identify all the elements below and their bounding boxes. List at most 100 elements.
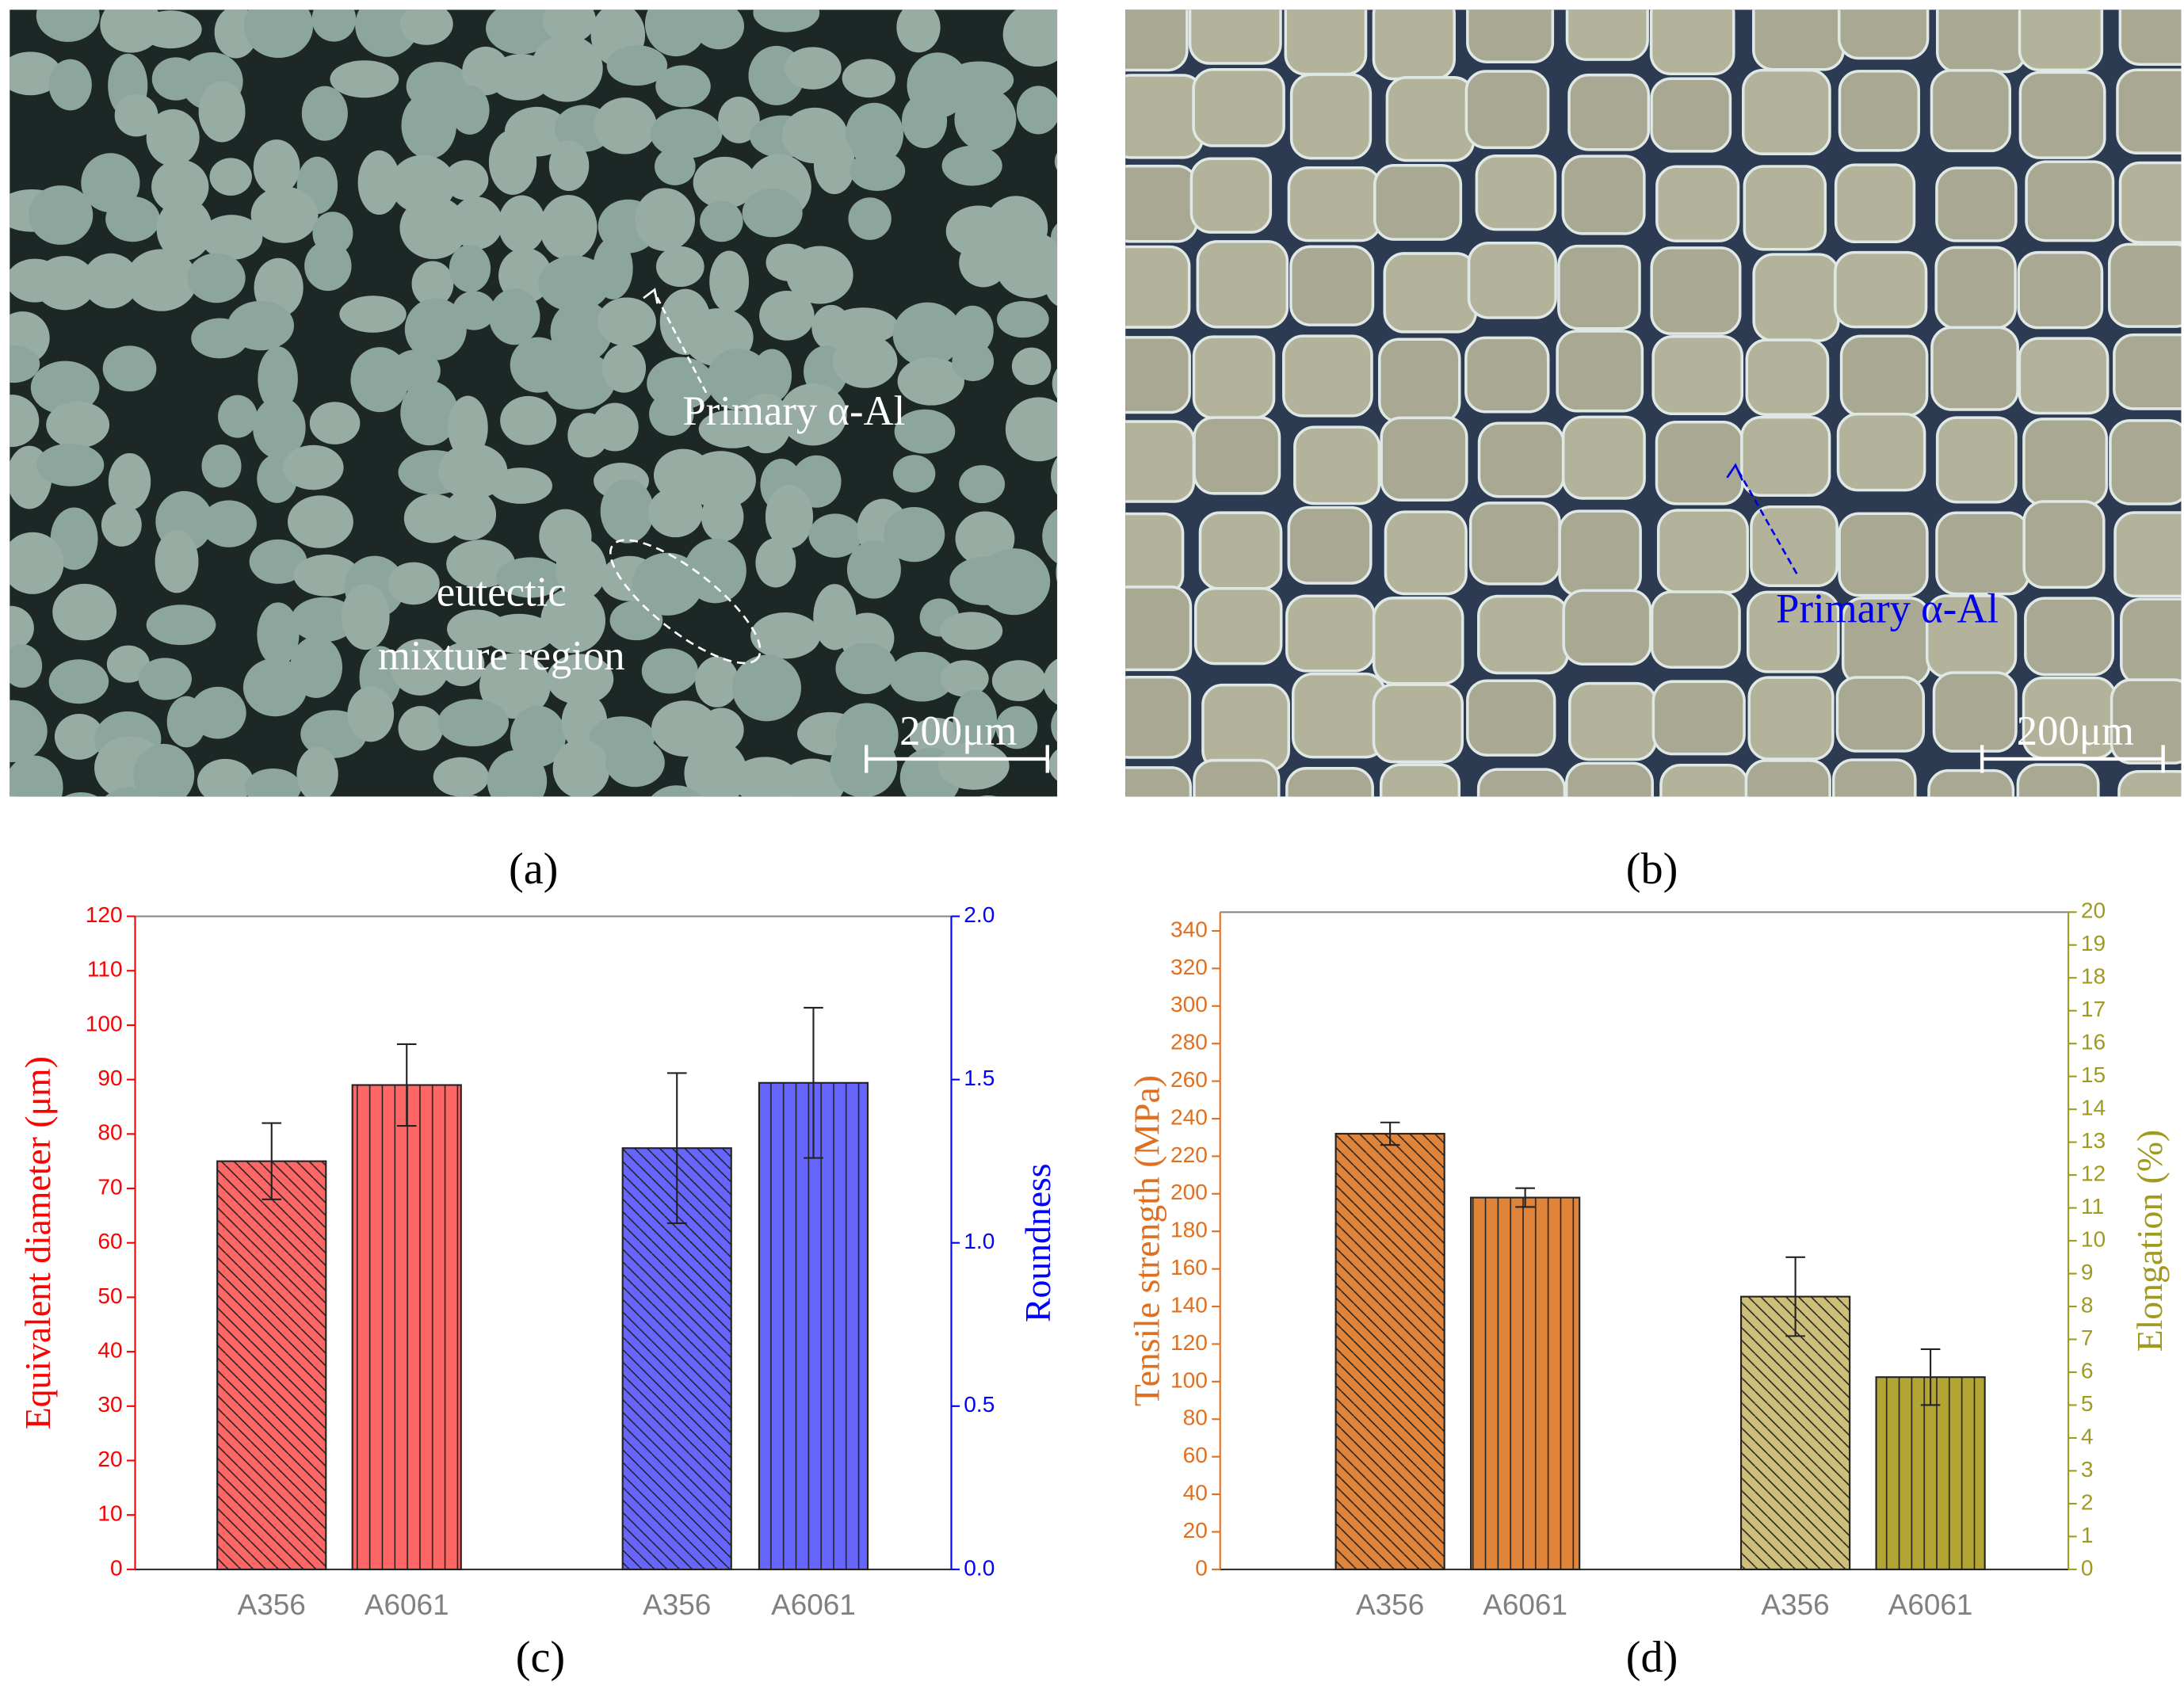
cell: [1475, 154, 1557, 231]
grain: [597, 297, 656, 346]
grain: [1005, 397, 1058, 462]
grain: [507, 794, 530, 797]
grain: [1065, 82, 1111, 147]
grain: [101, 503, 142, 547]
grain: [138, 658, 192, 700]
grain: [897, 357, 964, 406]
grain: [808, 807, 857, 861]
grain: [283, 444, 344, 490]
cell: [2018, 10, 2104, 72]
grain: [600, 479, 655, 543]
region-outline: [609, 539, 762, 665]
micrograph-a-texture: [10, 10, 1111, 861]
grain: [488, 129, 537, 195]
grain: [606, 45, 668, 86]
cell: [1649, 10, 1735, 75]
grain: [1040, 403, 1058, 456]
grain: [293, 554, 361, 597]
cell: [1372, 10, 1456, 81]
tick-label: 3: [2081, 1457, 2094, 1482]
tick-label: 240: [1170, 1104, 1208, 1129]
error-bar: [396, 1043, 417, 1127]
cell: [1650, 77, 1732, 153]
grain: [959, 465, 1006, 504]
grain: [330, 60, 399, 98]
grain: [1042, 509, 1058, 564]
grain: [755, 538, 796, 588]
grain: [739, 393, 792, 454]
tick-label: 0: [1195, 1555, 1208, 1580]
cell: [1125, 10, 1189, 72]
grain: [243, 10, 314, 59]
grain: [187, 253, 246, 303]
cell: [1285, 594, 1376, 673]
tick-label: 90: [97, 1066, 122, 1090]
cell: [1188, 10, 1282, 65]
grain: [940, 660, 989, 697]
cell: [1289, 245, 1375, 326]
y-axis-label: Tensile strength (MPa): [1126, 1075, 1166, 1406]
grain: [695, 656, 739, 707]
grain: [901, 93, 948, 148]
x-tick-label: A356: [238, 1588, 306, 1621]
cell: [1836, 412, 1926, 492]
cell: [1379, 763, 1461, 797]
grain: [991, 660, 1046, 702]
cell: [1466, 10, 1555, 63]
tick-label: 18: [2081, 964, 2106, 989]
grain: [342, 807, 407, 843]
bar: [758, 1081, 869, 1570]
grain: [487, 749, 548, 797]
grain: [498, 195, 546, 254]
grain: [1065, 308, 1105, 358]
grain: [910, 718, 963, 758]
cell: [1655, 421, 1744, 505]
grain: [249, 539, 307, 584]
grain: [765, 485, 814, 549]
annotation: Primary α-Al: [682, 388, 905, 434]
grain: [940, 612, 1003, 650]
grain: [1044, 264, 1058, 307]
x-tick-label: A6061: [1483, 1588, 1567, 1621]
cell: [1651, 680, 1746, 756]
panel-label: (a): [509, 845, 558, 894]
grain: [996, 300, 1049, 338]
grain: [977, 548, 1051, 616]
cell: [1192, 68, 1285, 147]
grain: [52, 583, 117, 641]
y2-axis-label: Elongation (%): [2129, 1130, 2170, 1352]
cell: [1935, 511, 2030, 596]
grain: [753, 10, 820, 32]
grain: [46, 401, 110, 448]
grain: [444, 160, 489, 200]
cell: [1125, 245, 1191, 329]
cell: [1567, 681, 1658, 761]
cell: [1464, 70, 1550, 150]
grain: [34, 256, 97, 311]
grain: [752, 349, 792, 402]
cell: [1935, 166, 2018, 242]
tick-label: 20: [1183, 1518, 1208, 1543]
error-bar: [666, 1072, 687, 1225]
grain: [644, 10, 708, 57]
grain: [146, 605, 216, 646]
grain: [892, 302, 963, 367]
grain: [253, 139, 300, 195]
grain: [649, 392, 694, 436]
tick-label: 2: [2081, 1489, 2094, 1514]
grain: [605, 738, 665, 788]
grain: [439, 643, 485, 687]
cell: [1378, 338, 1461, 424]
grain: [155, 530, 199, 593]
cell: [1125, 164, 1199, 243]
cell: [1284, 10, 1368, 76]
tick-label: 180: [1170, 1218, 1208, 1242]
cell: [2022, 500, 2106, 589]
grain: [29, 185, 94, 245]
cell: [2118, 161, 2182, 244]
cell: [1655, 165, 1740, 242]
cell: [1834, 163, 1916, 244]
grain: [10, 605, 34, 650]
grain: [48, 659, 109, 704]
grain: [538, 255, 610, 312]
